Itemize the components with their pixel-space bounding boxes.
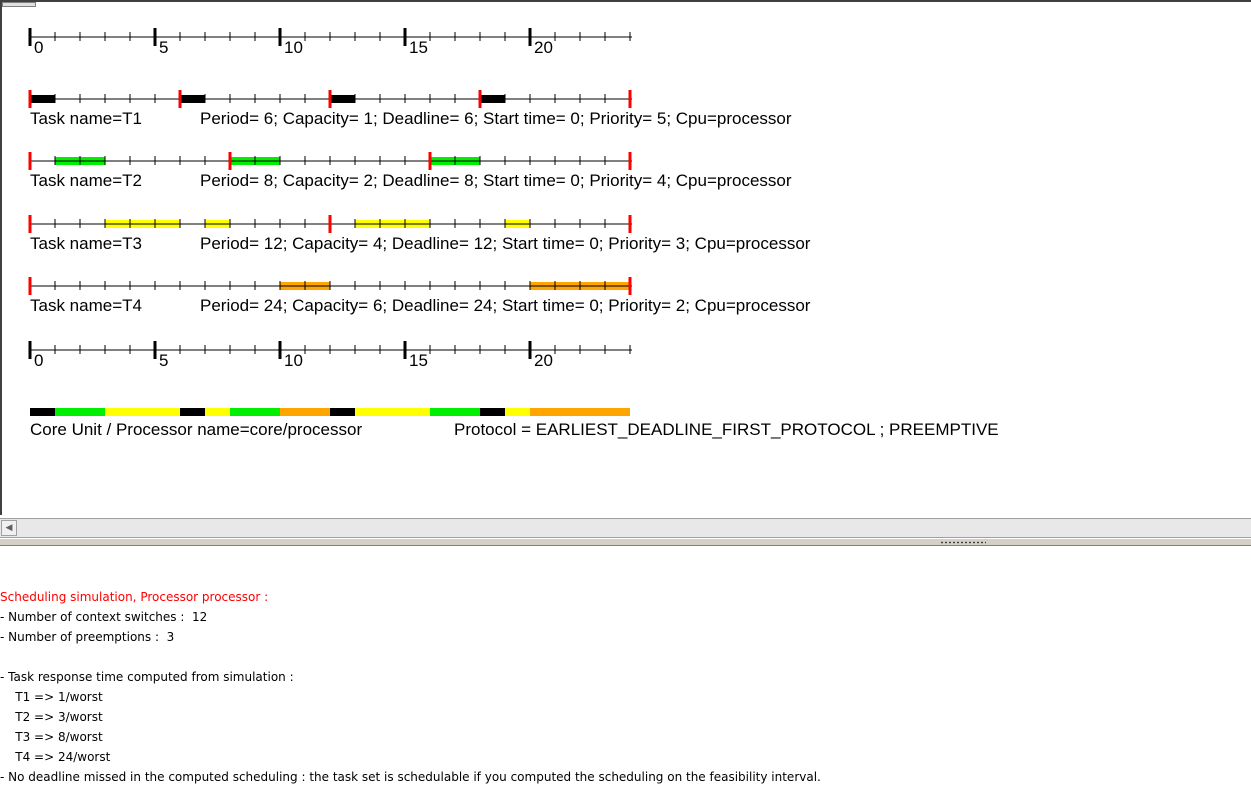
processor-segment [505,408,530,416]
task-t3-name-label: Task name=T3 [30,234,142,253]
top-time-axis-tick-label: 0 [34,38,43,57]
conclusion-line: - No deadline missed in the computed sch… [0,770,821,784]
task-t2-name-label: Task name=T2 [30,171,142,190]
processor-segment [355,408,430,416]
panel-grip-handle[interactable] [2,2,36,7]
response-line-t2: T2 => 3/worst [0,710,103,724]
processor-segment [180,408,205,416]
processor-name-label: Core Unit / Processor name=core/processo… [30,420,362,439]
bottom-time-axis-tick-label: 20 [534,351,553,370]
processor-segment [230,408,280,416]
horizontal-scrollbar[interactable]: ◀ [0,518,1251,538]
processor-segment [430,408,480,416]
processor-segment [480,408,505,416]
scheduling-chart: 0 5 10 15 20 Task name=T1 Period= 6; Capacity=… [28,28,999,439]
task-t1-params-label: Period= 6; Capacity= 1; Deadline= 6; Sta… [200,109,792,128]
top-time-axis-tick-label: 5 [159,38,168,57]
processor-segment [205,408,230,416]
processor-segment [280,408,330,416]
processor-segment [55,408,105,416]
context-switches-line: - Number of context switches : 12 [0,610,208,624]
bottom-time-axis-tick-label: 15 [409,351,428,370]
bottom-time-axis-tick-label: 5 [159,351,168,370]
processor-segment [105,408,180,416]
scroll-left-arrow-icon[interactable]: ◀ [1,520,17,536]
response-time-header: - Task response time computed from simul… [0,670,294,684]
simulation-title: Scheduling simulation, Processor process… [0,590,269,604]
top-time-axis-tick-label: 20 [534,38,553,57]
top-time-axis-tick-label: 15 [409,38,428,57]
task-t3-params-label: Period= 12; Capacity= 4; Deadline= 12; S… [200,234,811,253]
response-line-t1: T1 => 1/worst [0,690,103,704]
top-time-axis-tick-label: 10 [284,38,303,57]
task-t1-name-label: Task name=T1 [30,109,142,128]
processor-segment [330,408,355,416]
scheduling-timeline-panel: 0 5 10 15 20 Task name=T1 Period= 6; Capacity=… [0,0,1251,515]
processor-segment [530,408,630,416]
pane-splitter[interactable] [0,538,1251,546]
processor-segment [30,408,55,416]
response-line-t4: T4 => 24/worst [0,750,111,764]
splitter-grip-icon[interactable] [940,541,986,544]
preemptions-line: - Number of preemptions : 3 [0,630,175,644]
task-t4-name-label: Task name=T4 [30,296,142,315]
task-t4-params-label: Period= 24; Capacity= 6; Deadline= 24; S… [200,296,811,315]
simulation-output-panel: Scheduling simulation, Processor process… [0,546,1251,804]
task-t2-params-label: Period= 8; Capacity= 2; Deadline= 8; Sta… [200,171,792,190]
bottom-time-axis-tick-label: 10 [284,351,303,370]
response-line-t3: T3 => 8/worst [0,730,103,744]
bottom-time-axis-tick-label: 0 [34,351,43,370]
protocol-label: Protocol = EARLIEST_DEADLINE_FIRST_PROTO… [454,420,999,439]
